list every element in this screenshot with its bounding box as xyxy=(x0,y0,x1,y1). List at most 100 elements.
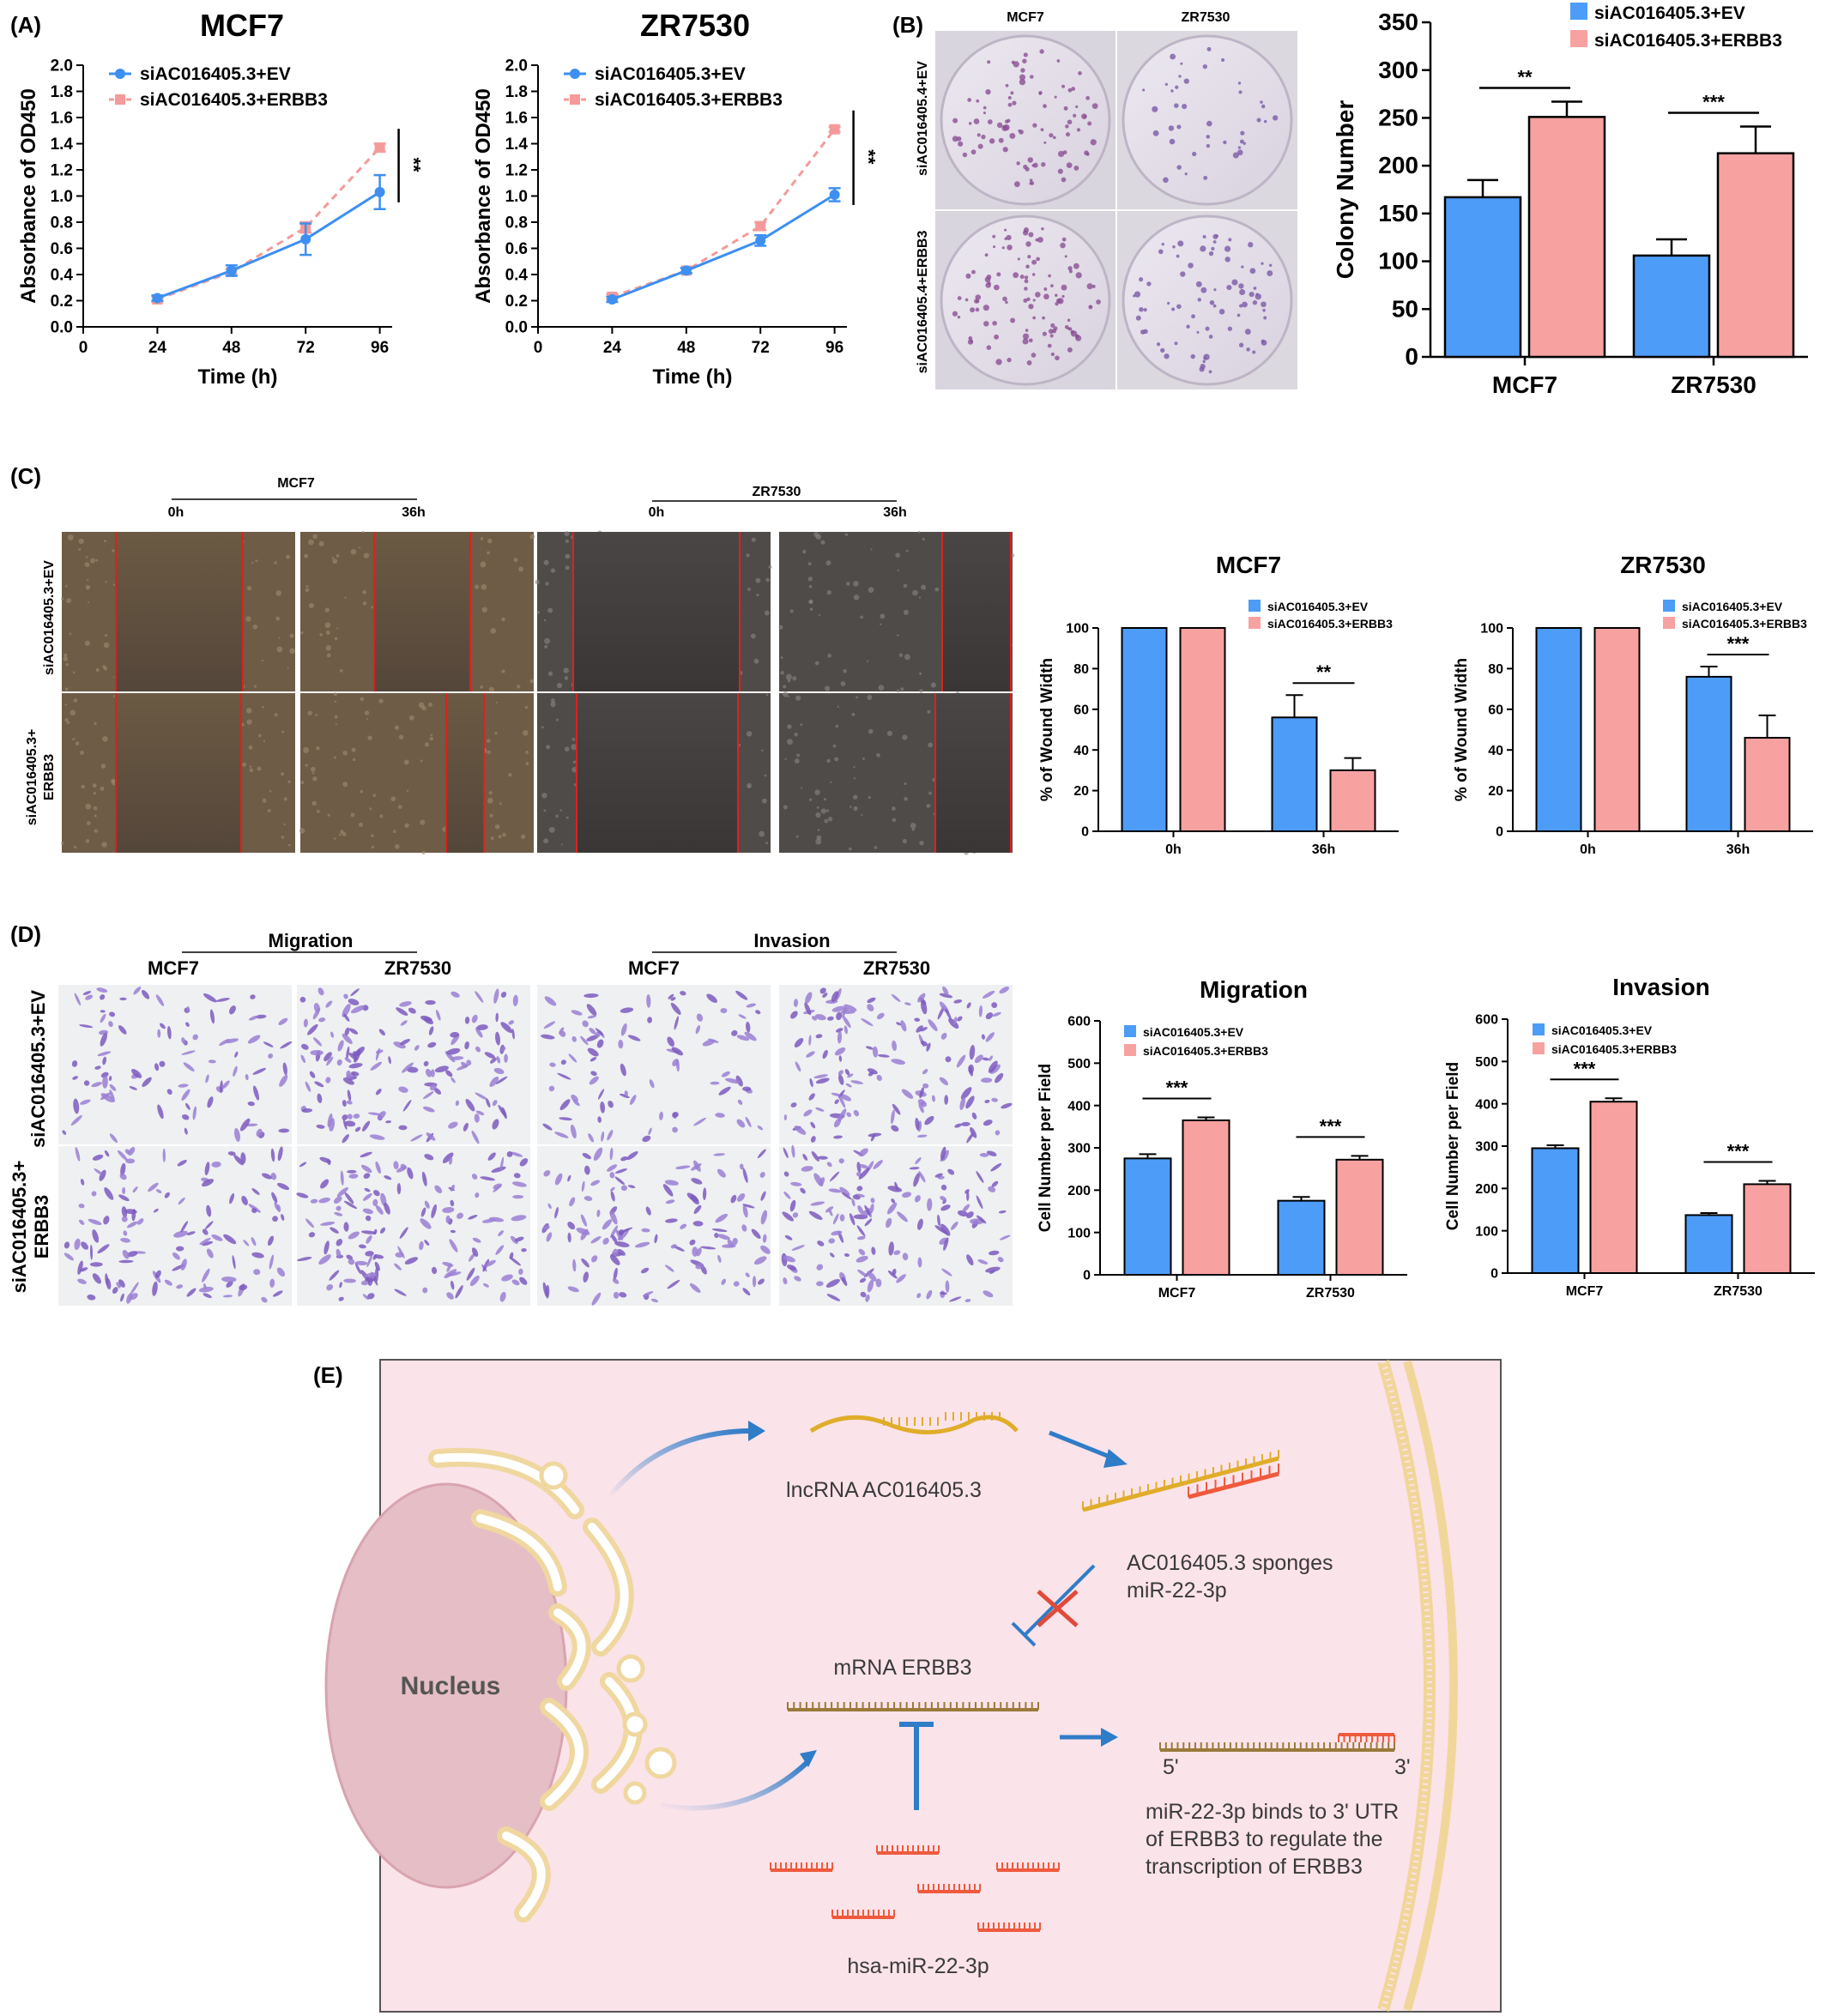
colony-dot xyxy=(1180,63,1182,65)
colony-dot xyxy=(1050,284,1054,287)
cell-speck xyxy=(287,667,289,669)
cell-speck xyxy=(817,806,819,809)
panel-label-d: (D) xyxy=(10,921,41,947)
cell-speck xyxy=(856,696,858,698)
colony-dot xyxy=(983,106,987,110)
cell-speck xyxy=(249,745,253,750)
cell-speck xyxy=(903,839,907,843)
transwell-photo xyxy=(537,985,771,1144)
colony-dot xyxy=(1055,96,1057,99)
colony-photo-col-mcf7: MCF7 xyxy=(1007,10,1044,25)
cell-speck xyxy=(430,737,434,741)
cell-speck xyxy=(113,677,115,679)
data-point xyxy=(755,221,765,232)
x-tick-label: MCF7 xyxy=(1492,371,1557,398)
colony-dot xyxy=(1004,229,1007,232)
cell-speck xyxy=(753,659,759,664)
colony-dot xyxy=(1250,268,1256,274)
colony-dot xyxy=(1067,266,1072,270)
bar-erbb3 xyxy=(1718,154,1793,357)
cell-speck xyxy=(783,691,788,697)
colony-dot xyxy=(1260,100,1263,104)
mechanism-diagram: Nucleus xyxy=(326,1360,1501,2012)
bar-ev xyxy=(1533,1148,1579,1273)
cell-speck xyxy=(904,654,910,660)
cell-speck xyxy=(372,846,374,848)
colony-dot xyxy=(1039,49,1043,53)
wound-time-zr7530-36h: 36h xyxy=(883,505,907,520)
colony-dot xyxy=(1213,240,1217,244)
colony-dot xyxy=(1065,255,1067,257)
cell-speck xyxy=(546,745,550,749)
colony-dot xyxy=(1087,283,1093,289)
cell-speck xyxy=(765,611,770,616)
cell-speck xyxy=(544,560,549,565)
colony-dot xyxy=(1042,317,1045,320)
colony-dot xyxy=(1206,327,1210,331)
y-axis-label: Cell Number per Field xyxy=(1037,1064,1055,1232)
y-tick-label: 1.2 xyxy=(51,162,73,180)
cell-speck xyxy=(544,645,547,649)
y-tick-label: 0.0 xyxy=(51,319,73,337)
legend-marker-erbb3 xyxy=(115,94,125,105)
cell-speck xyxy=(825,560,831,565)
colony-dot xyxy=(1006,84,1009,88)
cell-speck xyxy=(86,839,90,843)
cell-speck xyxy=(565,554,571,559)
x-tick-label: 36h xyxy=(1312,842,1336,857)
colony-dot xyxy=(1176,304,1182,309)
wound-row-ev: siAC016405.3+EV xyxy=(42,560,57,675)
colony-dot xyxy=(1010,317,1015,323)
wound-gap xyxy=(942,532,1011,691)
colony-dot xyxy=(1174,103,1179,108)
colony-dot xyxy=(993,245,995,248)
colony-dot xyxy=(1172,245,1175,248)
colony-dot xyxy=(1176,124,1181,129)
y-tick-label: 0.4 xyxy=(51,267,74,285)
cell-speck xyxy=(101,764,106,769)
cell-speck xyxy=(880,624,881,625)
colony-dot xyxy=(1180,271,1185,276)
colony-dot xyxy=(1031,353,1037,358)
cell-speck xyxy=(808,562,812,565)
colony-dot xyxy=(974,118,980,124)
colony-dot xyxy=(1191,354,1195,359)
colony-dot xyxy=(1269,264,1272,267)
cell-speck xyxy=(783,805,788,809)
colony-dot xyxy=(1023,338,1029,344)
colony-dot xyxy=(1043,332,1047,336)
cell-speck xyxy=(317,810,320,813)
cell-speck xyxy=(342,782,348,787)
y-tick-label: 2.0 xyxy=(505,57,528,75)
wound-gap xyxy=(116,532,243,691)
colony-dot xyxy=(1176,255,1180,258)
cell-speck xyxy=(565,746,570,751)
colony-dot xyxy=(1053,136,1056,140)
colony-dot xyxy=(1064,106,1068,111)
y-axis-label: Absorbance of OD450 xyxy=(472,88,495,304)
legend-swatch-erbb3 xyxy=(1249,617,1261,629)
legend-marker-ev xyxy=(570,69,580,79)
colony-dot xyxy=(1228,327,1232,331)
cell-speck xyxy=(814,789,819,794)
cell-speck xyxy=(551,568,555,572)
colony-dot xyxy=(969,122,972,125)
cell-speck xyxy=(919,673,922,675)
stained-cell xyxy=(300,997,306,1003)
colony-dot xyxy=(1022,58,1026,63)
cell-speck xyxy=(499,835,502,838)
cell-speck xyxy=(547,607,553,613)
bar-erbb3 xyxy=(1529,117,1605,357)
y-tick-label: 100 xyxy=(1378,248,1418,275)
y-tick-label: 1.8 xyxy=(51,83,73,101)
colony-dot xyxy=(985,89,990,94)
colony-dot xyxy=(1146,281,1151,286)
x-tick-label: 96 xyxy=(825,339,843,357)
colony-dot xyxy=(1215,234,1218,238)
colony-dot xyxy=(1165,83,1168,86)
cell-speck xyxy=(895,552,900,558)
cell-speck xyxy=(90,558,95,564)
cell-speck xyxy=(395,726,399,730)
y-tick-label: 150 xyxy=(1378,200,1418,226)
cell-speck xyxy=(73,672,76,674)
